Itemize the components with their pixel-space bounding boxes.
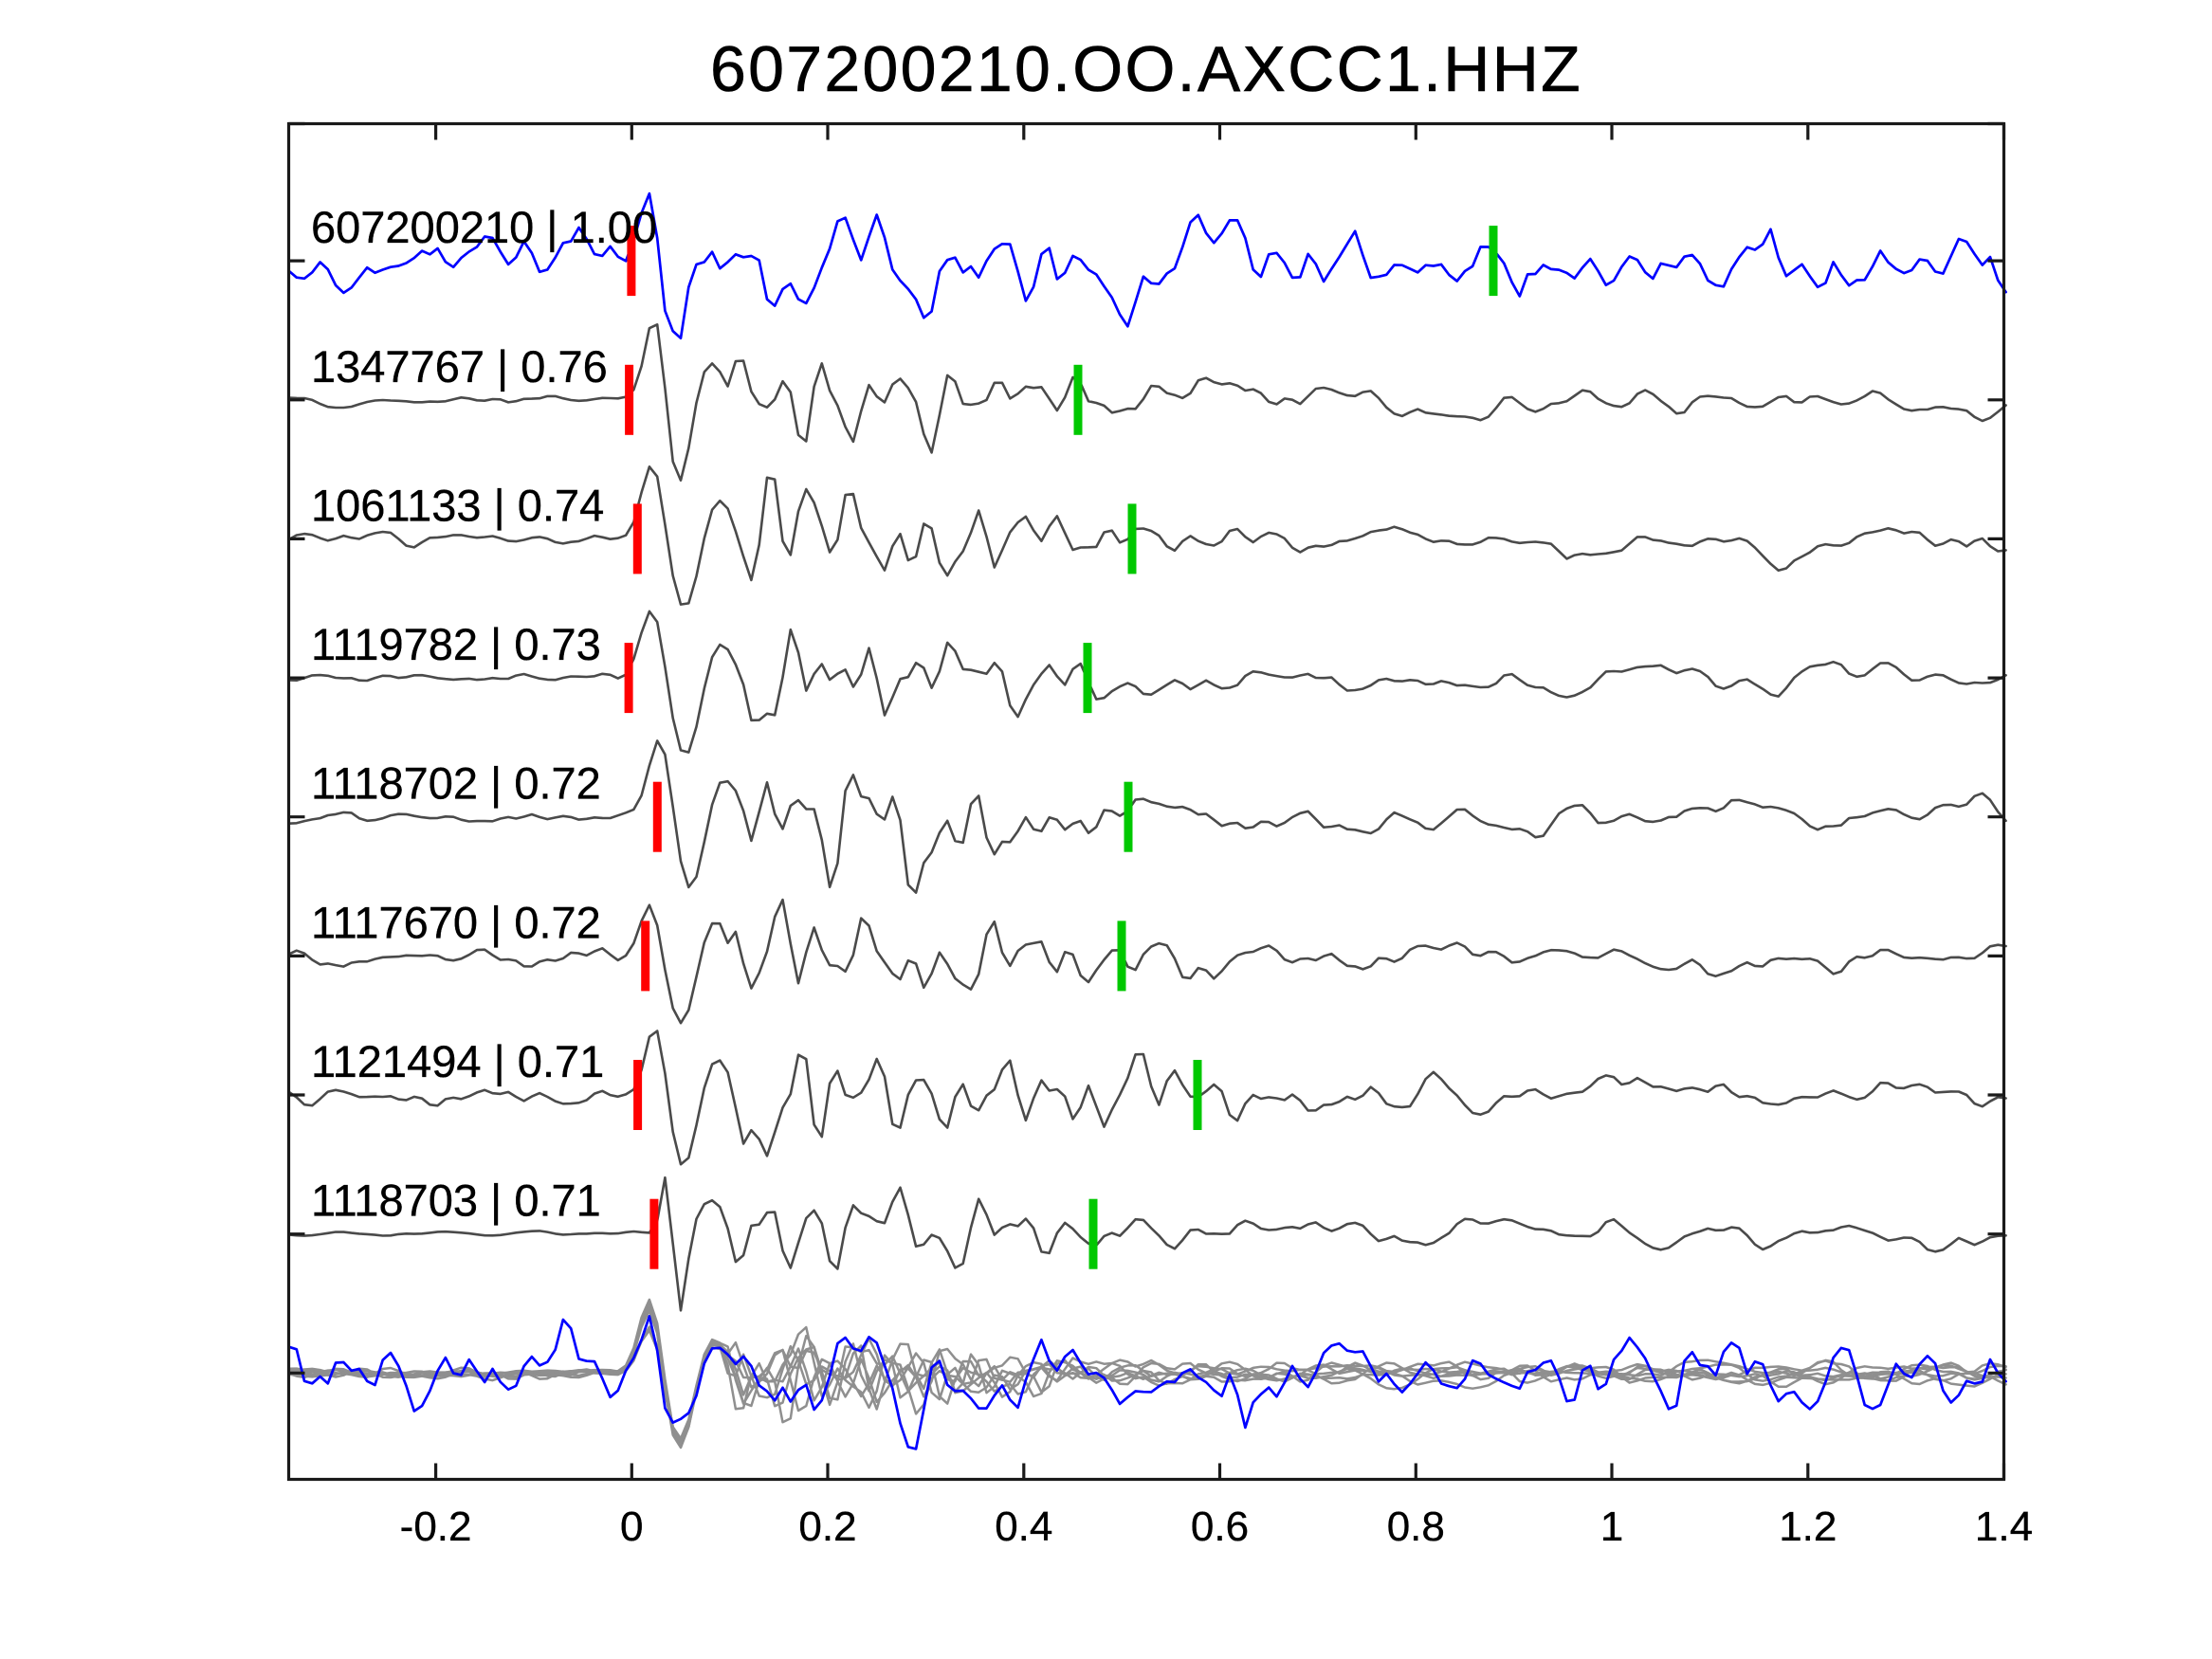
svg-text:0.6: 0.6 — [1191, 1504, 1249, 1550]
svg-text:1118703 | 0.71: 1118703 | 0.71 — [311, 1176, 601, 1226]
svg-text:0: 0 — [620, 1504, 643, 1550]
svg-text:607200210 | 1.00: 607200210 | 1.00 — [311, 202, 657, 252]
svg-text:1118702 | 0.72: 1118702 | 0.72 — [311, 758, 601, 809]
svg-text:0.4: 0.4 — [995, 1504, 1052, 1550]
svg-text:1.2: 1.2 — [1779, 1504, 1837, 1550]
svg-text:1061133 | 0.74: 1061133 | 0.74 — [311, 480, 604, 530]
svg-text:1117670 | 0.72: 1117670 | 0.72 — [311, 897, 601, 947]
svg-text:0.8: 0.8 — [1387, 1504, 1445, 1550]
svg-text:607200210.OO.AXCC1.HHZ: 607200210.OO.AXCC1.HHZ — [710, 33, 1582, 105]
svg-text:1: 1 — [1600, 1504, 1623, 1550]
svg-text:0.2: 0.2 — [798, 1504, 856, 1550]
svg-text:1.4: 1.4 — [1975, 1504, 2033, 1550]
svg-text:1121494 | 0.71: 1121494 | 0.71 — [311, 1036, 604, 1086]
svg-text:1347767 | 0.76: 1347767 | 0.76 — [311, 341, 608, 392]
svg-text:1119782 | 0.73: 1119782 | 0.73 — [311, 619, 601, 669]
svg-text:-0.2: -0.2 — [400, 1504, 472, 1550]
